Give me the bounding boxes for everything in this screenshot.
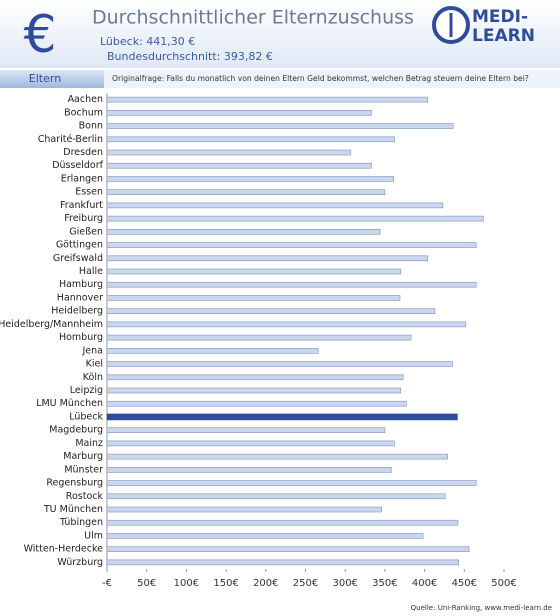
- x-tick-label: 200€: [253, 578, 278, 589]
- bar: [106, 387, 402, 394]
- y-tick-label: Marburg: [63, 451, 103, 462]
- band: [0, 70, 560, 88]
- y-tick-label: Regensburg: [46, 478, 103, 489]
- bar: [106, 281, 477, 288]
- bar: [106, 493, 446, 500]
- y-tick-label: Jena: [82, 345, 104, 356]
- question: Originalfrage: Falls du monatlich von de…: [112, 74, 529, 83]
- subtitle: Lübeck: 441,30 €: [100, 35, 195, 48]
- bar: [106, 149, 352, 156]
- y-tick-label: Erlangen: [61, 173, 103, 184]
- y-tick-label: Mainz: [75, 438, 103, 449]
- bar: [106, 374, 404, 381]
- y-tick-label: Frankfurt: [60, 200, 103, 211]
- bar: [106, 255, 429, 262]
- y-tick-label: Ulm: [84, 530, 103, 541]
- bar: [106, 519, 459, 526]
- bar: [106, 123, 454, 129]
- x-tick-label: 100€: [174, 578, 199, 589]
- bar: [106, 348, 319, 354]
- y-tick-label: Homburg: [59, 332, 103, 343]
- bar: [106, 467, 392, 473]
- x-tick-label: 300€: [332, 578, 357, 589]
- x-tick-label: 400€: [412, 578, 437, 589]
- bar: [106, 559, 460, 566]
- bar: [106, 533, 424, 539]
- bar: [106, 321, 467, 328]
- y-tick-label: Leipzig: [70, 385, 103, 396]
- x-tick-label: 50€: [137, 578, 156, 589]
- bar: [106, 162, 372, 169]
- bar: [106, 440, 395, 447]
- bar: [106, 308, 436, 314]
- bar: [106, 427, 386, 433]
- euro-icon: €: [23, 5, 56, 65]
- logo-text: MEDI-: [472, 7, 528, 27]
- y-tick-label: Dresden: [63, 147, 103, 158]
- x-tick-label: 150€: [213, 578, 238, 589]
- tab: [0, 70, 104, 88]
- y-tick-label: Bochum: [64, 107, 103, 118]
- x-tick-label: 450€: [452, 578, 477, 589]
- title: Durchschnittlicher Elternzuschuss: [92, 7, 414, 29]
- bar: [106, 400, 407, 407]
- source: Quelle: Uni-Ranking, www.medi-learn.de: [411, 604, 552, 612]
- x-tick-label: 250€: [293, 578, 318, 589]
- y-tick-label: Göttingen: [56, 240, 103, 251]
- y-tick-label: Köln: [83, 372, 103, 383]
- y-tick-label: Witten-Herdecke: [24, 544, 104, 555]
- y-tick-label: Lübeck: [69, 411, 103, 422]
- y-tick-label: Münster: [64, 464, 103, 475]
- bar: [106, 202, 444, 209]
- bar: [106, 189, 386, 195]
- bar: [106, 546, 470, 552]
- bar: [106, 96, 429, 103]
- bar: [106, 480, 477, 486]
- y-tick-label: LMU München: [36, 398, 103, 409]
- y-tick-label: Magdeburg: [49, 425, 103, 436]
- bar: [106, 242, 477, 248]
- y-tick-label: TU München: [43, 504, 103, 515]
- bar: [106, 215, 484, 222]
- y-tick-label: Gießen: [69, 226, 103, 237]
- bar: [106, 136, 395, 143]
- y-tick-label: Hamburg: [59, 279, 103, 290]
- bar: [106, 334, 412, 341]
- y-tick-label: Würzburg: [57, 557, 103, 568]
- bar: [106, 176, 394, 182]
- bar: [106, 453, 448, 460]
- y-tick-label: Heidelberg: [51, 306, 103, 317]
- y-tick-label: Hannover: [57, 292, 103, 303]
- bar: [106, 413, 458, 421]
- x-tick-label: 500€: [491, 578, 516, 589]
- x-tick-label: 350€: [372, 578, 397, 589]
- tab-label: Eltern: [29, 72, 61, 85]
- y-tick-label: Charité-Berlin: [38, 134, 103, 145]
- y-tick-label: Kiel: [86, 359, 103, 370]
- y-tick-label: Bonn: [79, 121, 103, 132]
- bar: [106, 229, 381, 235]
- bar: [106, 506, 383, 513]
- y-tick-label: Düsseldorf: [52, 160, 103, 171]
- bar: [106, 268, 402, 275]
- y-tick-label: Freiburg: [64, 213, 103, 224]
- x-tick-label: -€: [102, 578, 112, 589]
- y-tick-label: Halle: [79, 266, 103, 277]
- subtitle: Bundesdurchschnitt: 393,82 €: [107, 50, 273, 63]
- bar: [106, 361, 453, 367]
- bar: [106, 110, 372, 116]
- y-tick-label: Rostock: [66, 491, 104, 502]
- logo-text: LEARN: [472, 26, 535, 46]
- y-tick-label: Tübingen: [59, 517, 103, 528]
- y-tick-label: Greifswald: [53, 253, 103, 264]
- y-tick-label: Essen: [75, 187, 103, 198]
- bar: [106, 295, 401, 301]
- y-tick-label: Aachen: [68, 94, 103, 105]
- y-tick-label: Heidelberg/Mannheim: [0, 319, 103, 330]
